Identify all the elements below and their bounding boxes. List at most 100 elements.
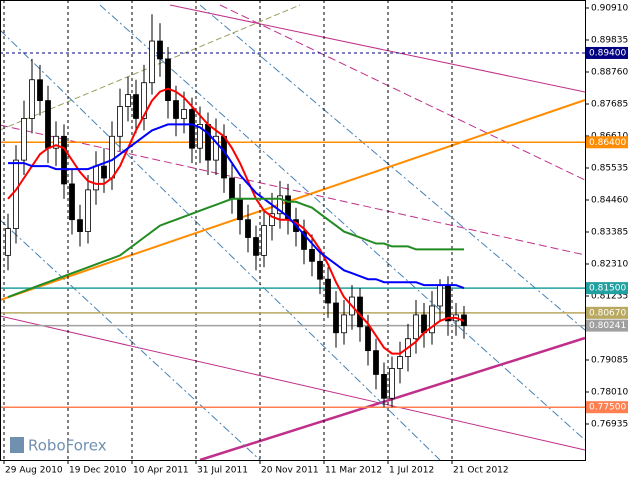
y-tick-label: 0.87685 — [591, 100, 628, 110]
candle-body — [77, 219, 83, 232]
candle-body — [181, 109, 187, 119]
y-tick-label: 0.81235 — [591, 292, 628, 302]
candle-body — [333, 302, 339, 334]
y-tick-label: 0.76935 — [591, 420, 628, 430]
candle-body — [197, 123, 203, 149]
candle-body — [413, 314, 419, 340]
channel-line — [0, 29, 441, 461]
level-label: 0.80670 — [589, 308, 626, 318]
candle-body — [213, 135, 219, 161]
x-tick-label: 29 Aug 2010 — [5, 466, 63, 476]
level-label-box — [586, 282, 628, 295]
candle-body — [301, 231, 307, 250]
candle-body — [61, 135, 67, 185]
candle-body — [37, 79, 43, 101]
logo: RoboForex — [10, 437, 107, 455]
x-tick-label: 19 Dec 2010 — [69, 466, 127, 476]
candle-body — [245, 219, 251, 238]
x-tick-label: 20 Nov 2011 — [261, 466, 319, 476]
trend-line — [0, 124, 586, 256]
candle-body — [69, 183, 75, 221]
level-label-box — [586, 46, 628, 59]
level-label: 0.86400 — [589, 138, 626, 148]
candle-body — [253, 237, 259, 256]
candle-body — [93, 165, 99, 191]
candle-body — [133, 94, 139, 119]
candle-body — [309, 249, 315, 262]
candle-body — [109, 135, 115, 179]
logo-text: RoboForex — [28, 437, 107, 455]
candle-body — [237, 198, 243, 221]
level-label-box — [586, 319, 628, 332]
candle-body — [85, 189, 91, 232]
level-label: 0.77500 — [589, 403, 626, 413]
trend-lines — [0, 4, 586, 462]
candle-body — [445, 284, 451, 322]
candle-body — [21, 118, 27, 161]
candle-body — [277, 195, 283, 215]
y-tick-label: 0.79085 — [591, 356, 628, 366]
candle-body — [149, 40, 155, 84]
moving-average — [7, 197, 464, 299]
x-tick-label: 10 Apr 2011 — [133, 466, 189, 476]
candle-body — [325, 278, 331, 304]
candle-body — [421, 314, 427, 334]
candle-body — [381, 374, 387, 399]
candle-body — [365, 326, 371, 352]
candle-body — [397, 356, 403, 369]
y-tick-label: 0.89835 — [591, 36, 628, 46]
y-tick-label: 0.85535 — [591, 164, 628, 174]
candle-body — [13, 159, 19, 229]
channel-line — [0, 219, 261, 461]
candle-body — [229, 177, 235, 200]
candle-body — [45, 100, 51, 149]
trend-line — [219, 4, 586, 181]
candle-body — [269, 213, 275, 227]
level-label-box — [586, 401, 628, 414]
candle-body — [5, 228, 11, 256]
candle-body — [141, 82, 147, 119]
x-tick-label: 11 Mar 2012 — [325, 466, 382, 476]
candle-body — [29, 79, 35, 119]
candle-body — [317, 260, 323, 280]
level-label: 0.80241 — [589, 321, 626, 331]
candle-body — [205, 123, 211, 161]
y-tick-label: 0.82310 — [591, 260, 628, 270]
candle-body — [189, 109, 195, 149]
channel-line — [199, 4, 586, 331]
logo-icon — [10, 437, 24, 453]
candle-body — [125, 94, 131, 107]
trend-line — [169, 4, 586, 93]
channel-line — [99, 4, 586, 441]
moving-average — [7, 87, 465, 355]
candle-body — [117, 106, 123, 137]
candle-body — [437, 284, 443, 307]
candle-body — [373, 350, 379, 375]
y-tick-label: 0.84460 — [591, 196, 628, 206]
x-tick-label: 21 Oct 2012 — [453, 466, 509, 476]
x-tick-label: 31 Jul 2011 — [197, 466, 248, 476]
candle-body — [53, 135, 59, 149]
trend-line — [0, 315, 586, 451]
plot-border — [0, 0, 586, 461]
candle-body — [173, 100, 179, 119]
trend-line — [0, 99, 586, 301]
y-tick-label: 0.88760 — [591, 68, 628, 78]
candle-body — [157, 40, 163, 60]
level-label: 0.89400 — [589, 48, 626, 58]
candle-body — [221, 135, 227, 179]
y-tick-label: 0.90910 — [591, 4, 628, 14]
y-tick-label: 0.83385 — [591, 228, 628, 238]
candle-body — [341, 314, 347, 334]
candle-body — [389, 368, 395, 399]
level-label-box — [586, 136, 628, 149]
candle-body — [429, 305, 435, 334]
candle-body — [165, 58, 171, 101]
candle-body — [261, 225, 267, 256]
moving-average — [8, 123, 465, 290]
level-label-box — [586, 306, 628, 319]
level-label: 0.81500 — [589, 284, 626, 294]
